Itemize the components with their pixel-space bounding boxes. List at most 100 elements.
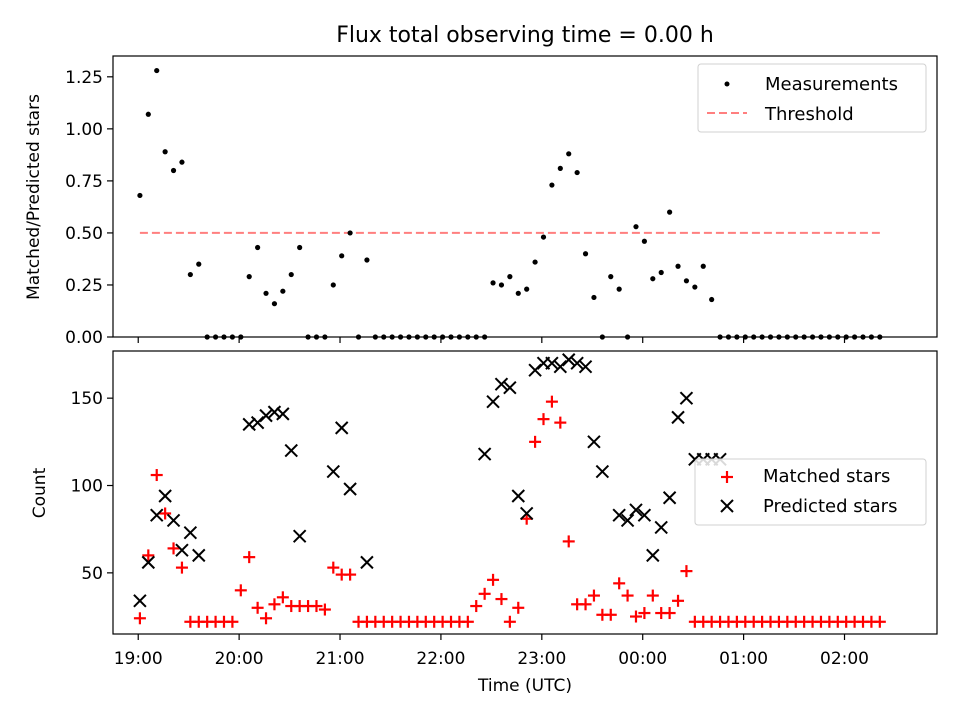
matched-star-point [318, 603, 331, 616]
matched-star-point [554, 416, 567, 429]
bottom-legend: Matched stars Predicted stars [694, 458, 927, 526]
legend-threshold-label: Threshold [764, 104, 854, 125]
predicted-star-point [326, 464, 341, 479]
matched-star-point [680, 565, 693, 578]
predicted-star-point [545, 356, 559, 370]
predicted-star-point [250, 415, 265, 430]
matched-star-point [251, 601, 264, 614]
matched-star-point [260, 612, 273, 625]
measurement-point [608, 274, 614, 280]
matched-star-point [579, 598, 592, 611]
predicted-star-point [192, 548, 206, 563]
matched-star-point [512, 601, 525, 614]
matched-star-point [604, 608, 617, 621]
measurement-point [675, 263, 681, 269]
top-ytick-label: 0.25 [65, 276, 103, 296]
measurement-point [700, 263, 706, 269]
predicted-star-point [284, 443, 298, 458]
predicted-star-point [595, 464, 610, 479]
top-ytick-label: 0.00 [65, 328, 103, 348]
measurement-point [591, 294, 597, 301]
predicted-star-point [629, 503, 643, 517]
top-axes-frame [112, 55, 938, 338]
bottom-xtick-label: 00:00 [618, 649, 667, 669]
measurement-point [582, 251, 589, 257]
legend-matched-marker [721, 471, 733, 483]
bottom-xtick-label: 02:00 [820, 649, 869, 669]
measurement-point [196, 261, 202, 267]
matched-star-point [562, 535, 575, 548]
matched-star-point [478, 587, 491, 600]
measurement-point [154, 67, 160, 74]
predicted-star-point [620, 513, 635, 528]
legend-predicted-label: Predicted stars [763, 496, 897, 517]
measurement-point [490, 280, 496, 286]
bottom-marks [133, 353, 886, 628]
legend-measurements-marker [724, 81, 730, 87]
matched-star-point [529, 435, 542, 448]
predicted-star-point [662, 491, 677, 505]
predicted-star-point [528, 363, 542, 377]
matched-star-point [537, 413, 550, 426]
bottom-xtick-label: 21:00 [316, 649, 365, 669]
matched-star-point [663, 607, 676, 620]
measurement-point [246, 274, 252, 280]
predicted-star-point [276, 407, 290, 421]
predicted-star-point [654, 520, 668, 535]
bottom-ytick-label: 100 [71, 477, 103, 497]
measurement-point [515, 290, 521, 296]
predicted-star-point [494, 377, 509, 391]
measurement-point [633, 224, 639, 230]
measurement-point [498, 282, 505, 288]
predicted-star-point [292, 529, 307, 543]
bottom-xtick-label: 20:00 [215, 649, 264, 669]
bottom-xtick-label: 19:00 [114, 649, 163, 669]
measurement-point [137, 192, 143, 199]
top-ylabel: Matched/Predicted stars [24, 94, 44, 300]
bottom-subplot: Count Time (UTC) 50 100 150 19:00 20:00 21:00… [30, 350, 938, 696]
matched-star-point [629, 610, 642, 623]
top-ytick-label: 0.50 [65, 224, 103, 244]
matched-star-point [150, 469, 163, 482]
measurement-point [557, 165, 563, 171]
legend-predicted-marker [720, 499, 734, 513]
matched-star-point [487, 573, 500, 586]
legend-matched-label: Matched stars [763, 466, 890, 487]
top-tick-group: 0.00 0.25 0.50 0.75 1.00 1.25 [65, 68, 846, 348]
predicted-star-point [679, 391, 694, 405]
matched-star-point [873, 615, 886, 628]
matched-star-point [175, 561, 188, 574]
top-subplot: Flux total observing time = 0.00 h Match… [24, 23, 938, 348]
matched-star-point [327, 561, 340, 574]
predicted-star-point [646, 548, 660, 563]
measurement-point [658, 269, 664, 276]
measurement-point [616, 286, 622, 292]
predicted-star-point [578, 360, 593, 374]
predicted-star-point [150, 508, 164, 522]
predicted-star-point [242, 417, 256, 432]
measurement-point [170, 167, 177, 174]
matched-star-point [276, 591, 289, 604]
matched-star-point [461, 615, 474, 628]
predicted-star-point [486, 394, 500, 409]
measurement-point [524, 286, 530, 292]
measurement-point [145, 111, 151, 117]
measurement-point [566, 151, 572, 157]
predicted-star-point [612, 508, 626, 522]
measurement-point [692, 284, 698, 290]
matched-star-point [226, 615, 239, 628]
measurement-point [330, 282, 336, 288]
measurement-point [347, 230, 353, 236]
predicted-star-point [570, 356, 584, 370]
measurement-point [288, 271, 294, 278]
predicted-star-point [671, 410, 685, 425]
measurement-point [667, 209, 673, 215]
predicted-star-point [133, 594, 147, 608]
predicted-star-point [637, 508, 652, 522]
matched-star-point [268, 598, 281, 611]
measurement-point [549, 182, 555, 188]
bottom-xtick-label: 22:00 [416, 649, 465, 669]
matched-star-point [545, 395, 558, 408]
matched-star-point [587, 589, 600, 602]
measurement-point [641, 238, 647, 244]
